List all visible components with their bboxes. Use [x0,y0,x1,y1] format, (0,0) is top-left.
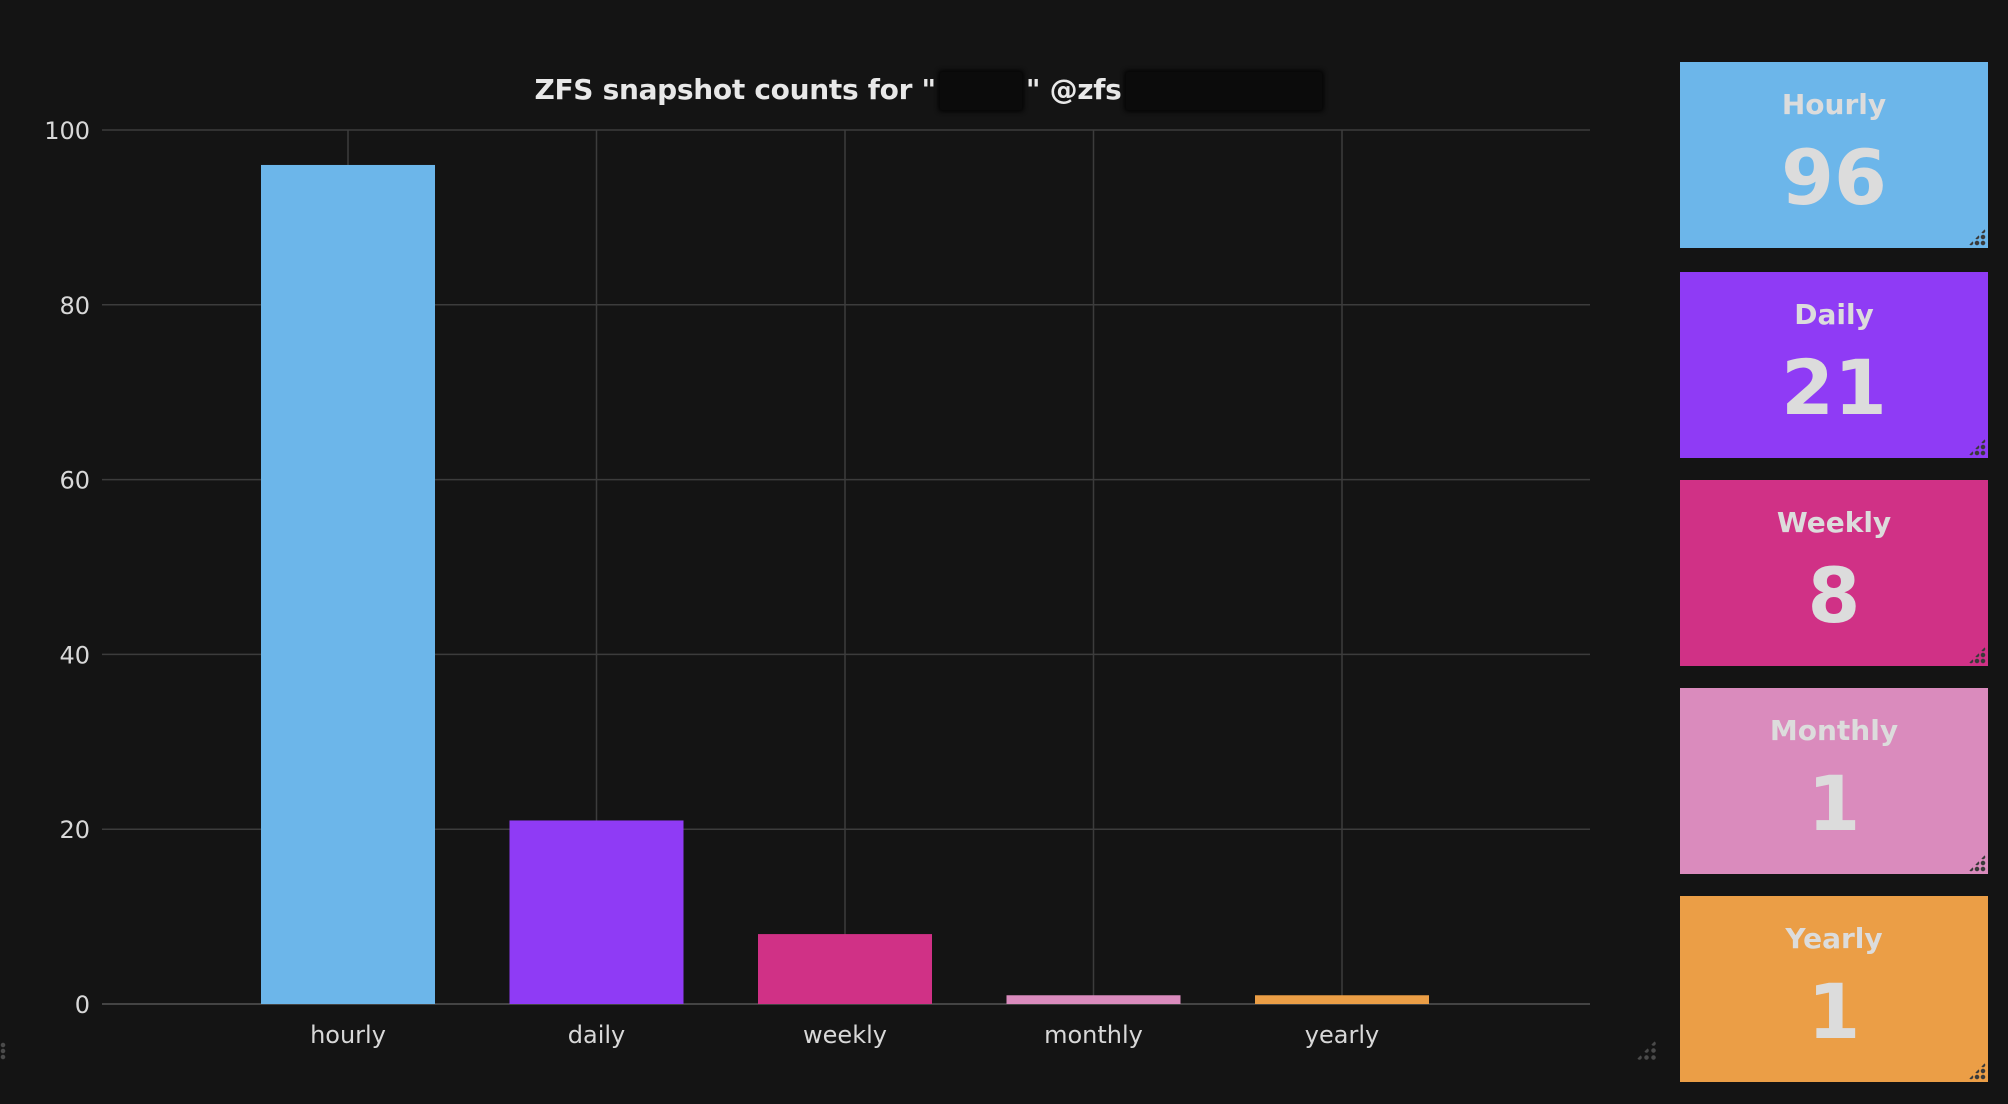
bar-chart-panel: ZFS snapshot counts for " " @zfs 0 20 40 60 8… [0,72,1656,1060]
resize-handle-icon[interactable] [1968,1062,1986,1080]
stat-panel-yearly[interactable]: Yearly 1 [1680,896,1988,1082]
x-tick-label: weekly [803,1021,887,1049]
x-tick-label: daily [568,1021,625,1049]
y-tick-label: 80 [59,292,90,320]
stat-value: 8 [1807,551,1861,640]
resize-handle-icon[interactable] [1636,1040,1656,1060]
redacted-block [939,72,1022,110]
stat-title: Yearly [1785,922,1883,955]
y-tick-label: 20 [59,816,90,844]
x-tick-label: hourly [310,1021,386,1049]
chart-title-prefix: ZFS snapshot counts for " [534,73,936,106]
stat-panel-weekly[interactable]: Weekly 8 [1680,480,1988,666]
y-tick-label: 100 [44,117,90,145]
resize-handle-icon[interactable] [1968,228,1986,246]
resize-handle-icon[interactable] [1968,854,1986,872]
y-tick-label: 0 [75,991,90,1019]
stat-title: Weekly [1776,506,1892,539]
stat-panel-hourly[interactable]: Hourly 96 [1680,62,1988,248]
y-tick-label: 60 [59,467,90,495]
stat-panel-monthly[interactable]: Monthly 1 [1680,688,1988,874]
bar-hourly [261,164,435,1004]
bar-weekly [758,934,932,1004]
chart-title: ZFS snapshot counts for " " @zfs [0,72,1860,110]
chart-svg: 0 20 40 60 80 100 hourly daily weekly monthly year… [44,117,1590,1049]
redacted-block [1125,72,1322,110]
bar-daily [509,820,684,1004]
x-tick-label: yearly [1305,1021,1379,1049]
y-tick-label: 40 [59,641,90,669]
bar-monthly [1006,995,1181,1004]
bar-yearly [1255,995,1429,1004]
chart-title-middle: " @zfs [1025,73,1122,106]
stat-title: Daily [1794,298,1874,331]
stat-value: 1 [1807,967,1861,1056]
stat-value: 21 [1781,343,1887,432]
resize-handle-icon[interactable] [1968,438,1986,456]
stat-panel-daily[interactable]: Daily 21 [1680,272,1988,458]
resize-handle-icon[interactable] [1968,646,1986,664]
x-tick-label: monthly [1044,1021,1143,1049]
stat-value: 1 [1807,759,1861,848]
stat-value: 96 [1781,133,1887,222]
stat-title: Monthly [1769,714,1899,747]
resize-handle-icon[interactable] [0,1042,6,1060]
stat-title: Hourly [1781,88,1887,121]
